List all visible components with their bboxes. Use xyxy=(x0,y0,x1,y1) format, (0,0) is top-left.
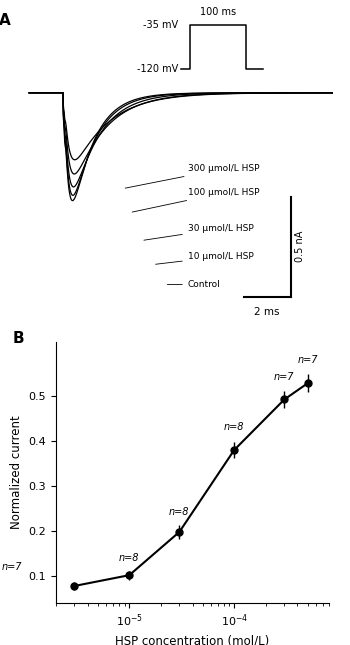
Text: 300 μmol/L HSP: 300 μmol/L HSP xyxy=(125,164,259,188)
Text: A: A xyxy=(0,13,10,28)
Text: 10 μmol/L HSP: 10 μmol/L HSP xyxy=(156,252,254,264)
Text: 30 μmol/L HSP: 30 μmol/L HSP xyxy=(144,224,254,240)
Text: n=7: n=7 xyxy=(298,355,318,365)
Text: 100 ms: 100 ms xyxy=(200,7,236,17)
Text: 0.5 nA: 0.5 nA xyxy=(295,231,305,263)
Text: n=7: n=7 xyxy=(1,562,22,573)
Text: n=8: n=8 xyxy=(224,422,245,432)
Text: 100 μmol/L HSP: 100 μmol/L HSP xyxy=(132,188,259,212)
Text: n=7: n=7 xyxy=(274,372,295,382)
Y-axis label: Normalized current: Normalized current xyxy=(10,415,23,530)
Text: n=8: n=8 xyxy=(169,507,190,517)
Text: Control: Control xyxy=(167,280,220,289)
Text: 2 ms: 2 ms xyxy=(254,306,280,317)
Text: -35 mV: -35 mV xyxy=(144,20,178,30)
Text: n=8: n=8 xyxy=(119,553,140,562)
X-axis label: HSP concentration (mol/L): HSP concentration (mol/L) xyxy=(116,635,270,645)
Text: -120 mV: -120 mV xyxy=(137,64,178,74)
Text: B: B xyxy=(12,332,24,346)
